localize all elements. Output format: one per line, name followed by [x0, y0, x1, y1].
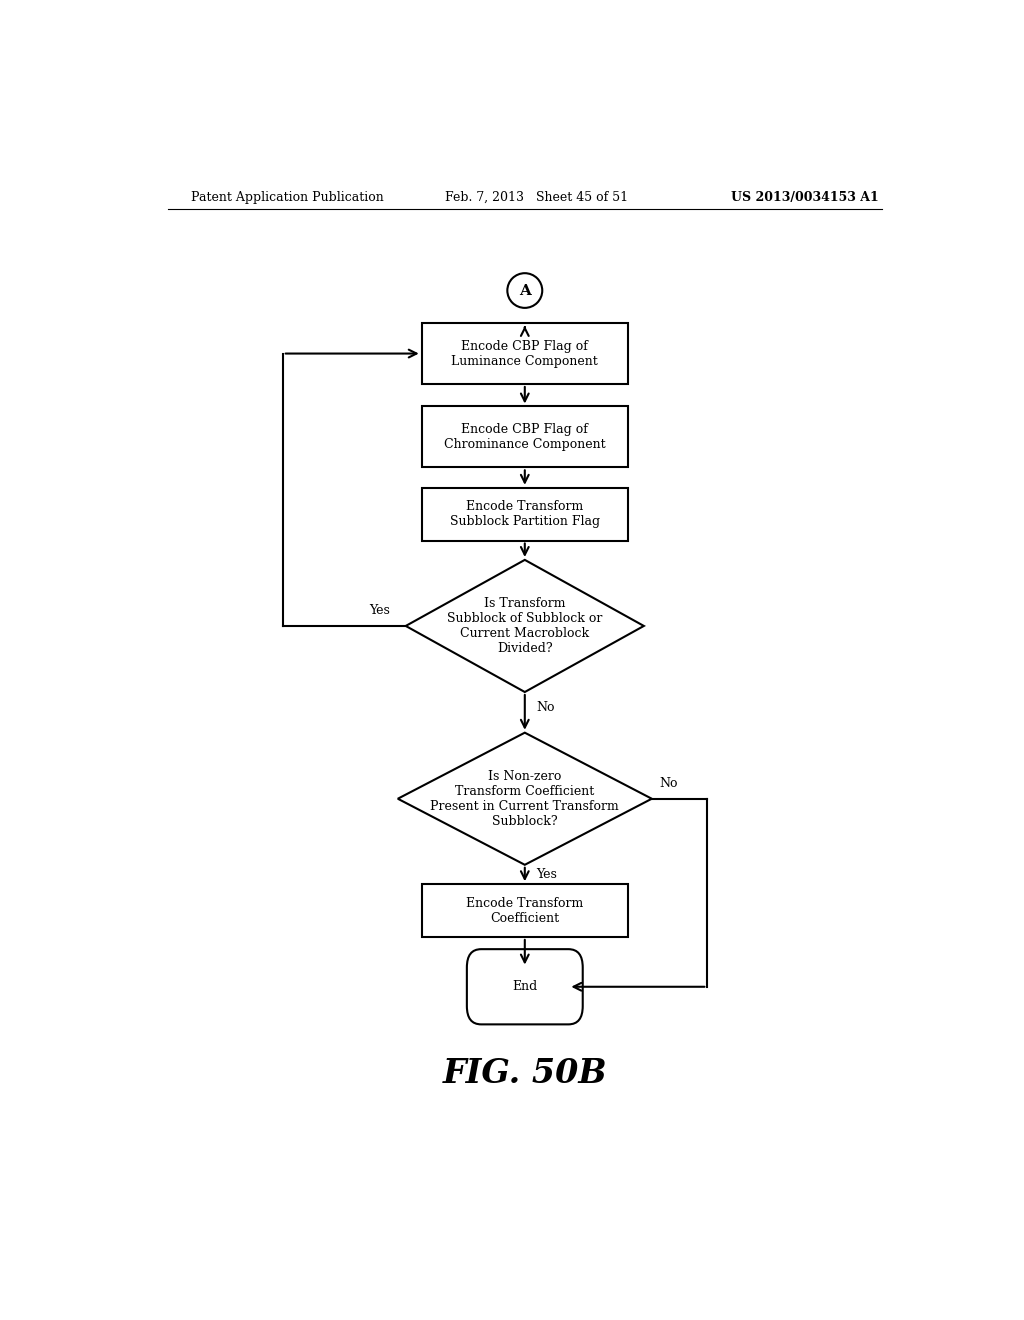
Text: Is Transform
Subblock of Subblock or
Current Macroblock
Divided?: Is Transform Subblock of Subblock or Cur…	[447, 597, 602, 655]
Text: FIG. 50B: FIG. 50B	[442, 1056, 607, 1090]
Text: A: A	[519, 284, 530, 297]
FancyBboxPatch shape	[422, 884, 628, 937]
Text: End: End	[512, 981, 538, 993]
FancyBboxPatch shape	[467, 949, 583, 1024]
FancyBboxPatch shape	[422, 323, 628, 384]
Polygon shape	[397, 733, 652, 865]
Text: Is Non-zero
Transform Coefficient
Present in Current Transform
Subblock?: Is Non-zero Transform Coefficient Presen…	[430, 770, 620, 828]
FancyBboxPatch shape	[422, 487, 628, 541]
Ellipse shape	[507, 273, 543, 308]
Text: Encode CBP Flag of
Chrominance Component: Encode CBP Flag of Chrominance Component	[444, 422, 605, 451]
Text: Feb. 7, 2013   Sheet 45 of 51: Feb. 7, 2013 Sheet 45 of 51	[445, 190, 629, 203]
Text: Patent Application Publication: Patent Application Publication	[191, 190, 384, 203]
Text: Encode Transform
Coefficient: Encode Transform Coefficient	[466, 896, 584, 924]
Text: Yes: Yes	[536, 869, 557, 880]
Text: Encode Transform
Subblock Partition Flag: Encode Transform Subblock Partition Flag	[450, 500, 600, 528]
Text: No: No	[659, 777, 678, 789]
Text: Yes: Yes	[369, 605, 390, 618]
Text: US 2013/0034153 A1: US 2013/0034153 A1	[731, 190, 879, 203]
Text: No: No	[536, 701, 554, 714]
Polygon shape	[406, 560, 644, 692]
Text: Encode CBP Flag of
Luminance Component: Encode CBP Flag of Luminance Component	[452, 339, 598, 367]
FancyBboxPatch shape	[422, 407, 628, 467]
